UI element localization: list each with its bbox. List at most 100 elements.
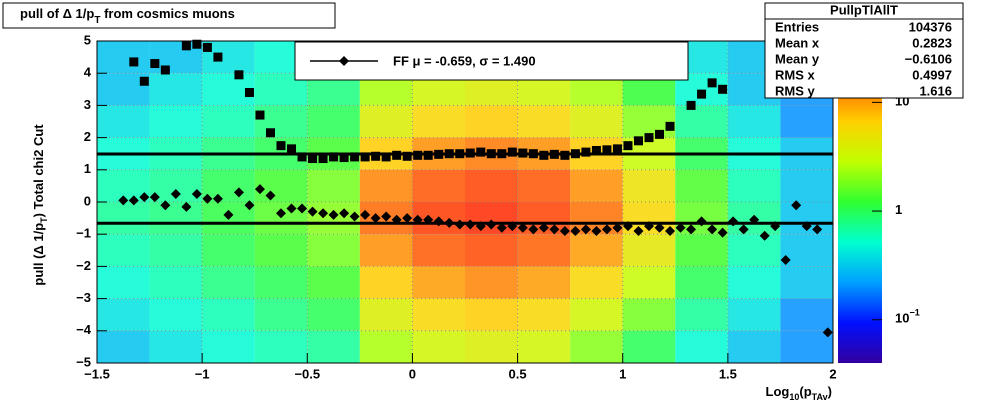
square-marker xyxy=(697,89,707,99)
heat-cell xyxy=(517,330,571,363)
heat-cell xyxy=(254,266,308,299)
heat-cell xyxy=(622,169,676,202)
diamond-marker xyxy=(475,221,486,232)
heat-cell xyxy=(517,298,571,331)
heat-cell xyxy=(465,169,518,202)
z-tick-label: 10−1 xyxy=(895,308,920,326)
diamond-marker xyxy=(191,188,202,199)
y-tick-label: −2 xyxy=(76,258,91,273)
title-text: from cosmics muons xyxy=(100,6,234,21)
diamond-marker xyxy=(381,211,392,222)
heat-cell xyxy=(97,41,150,74)
square-marker xyxy=(528,149,538,159)
title-sub: T xyxy=(94,15,100,26)
heat-cell xyxy=(254,298,308,331)
diamond-marker xyxy=(444,217,455,228)
diamond-marker xyxy=(139,192,150,203)
square-marker xyxy=(392,150,402,160)
diamond-marker xyxy=(360,209,371,220)
stats-value: 104376 xyxy=(909,19,952,34)
heat-cell xyxy=(307,266,360,299)
square-marker xyxy=(329,152,339,162)
heat-cell xyxy=(307,298,360,331)
stats-label: RMS y xyxy=(775,83,816,98)
square-marker xyxy=(560,150,570,160)
square-marker xyxy=(444,149,454,159)
label-text: ) xyxy=(828,384,832,399)
diamond-marker xyxy=(297,203,308,214)
heat-cell xyxy=(149,73,203,106)
heat-cell xyxy=(412,266,465,299)
heat-cell xyxy=(465,234,518,267)
diamond-marker xyxy=(559,225,570,236)
heat-cell xyxy=(675,266,728,299)
heat-cell xyxy=(727,169,781,202)
y-axis-label: pull (Δ 1/pT) Total chi2 Cut xyxy=(31,124,49,286)
heat-cell xyxy=(570,298,623,331)
diamond-marker xyxy=(339,208,350,219)
y-tick-label: −4 xyxy=(76,322,92,337)
heat-cell xyxy=(97,202,150,235)
diamond-marker xyxy=(517,222,528,233)
heat-cell xyxy=(517,234,571,267)
label-sub: TAv xyxy=(812,392,828,402)
heat-cell xyxy=(465,266,518,299)
heat-cell xyxy=(727,105,781,138)
heat-cell xyxy=(359,330,413,363)
stats-value: 0.4997 xyxy=(912,67,952,82)
diamond-marker xyxy=(149,192,160,203)
y-tick-label: 3 xyxy=(84,97,91,112)
heat-cell xyxy=(149,234,203,267)
square-marker xyxy=(276,141,286,151)
square-marker xyxy=(455,149,465,159)
diamond-marker xyxy=(128,195,139,206)
diamond-marker xyxy=(244,200,255,211)
heat-cell xyxy=(727,298,781,331)
diamond-marker xyxy=(780,254,791,265)
markers xyxy=(97,39,833,338)
heat-cell xyxy=(202,266,255,299)
square-marker xyxy=(465,148,475,158)
heat-cell xyxy=(307,105,360,138)
heat-cell xyxy=(622,105,676,138)
heat-cell xyxy=(149,202,203,235)
heat-cell xyxy=(517,169,571,202)
heat-cell xyxy=(254,169,308,202)
heat-cell xyxy=(359,234,413,267)
heat-cell xyxy=(307,169,360,202)
square-marker xyxy=(297,152,307,162)
heat-cell xyxy=(622,266,676,299)
label-sub: 10 xyxy=(789,392,799,402)
label-text: Log xyxy=(766,384,790,399)
square-marker xyxy=(160,65,170,75)
heat-cell xyxy=(202,234,255,267)
heat-cell xyxy=(570,169,623,202)
y-tick-label: 2 xyxy=(84,129,91,144)
x-tick-label: 1.5 xyxy=(719,366,737,381)
square-marker xyxy=(549,149,559,159)
chart-title: pull of Δ 1/pT from cosmics muons xyxy=(20,6,235,25)
stats-rows: Entries 104376 Mean x 0.2823 Mean y −0.6106 RM… xyxy=(775,19,952,98)
heat-cell xyxy=(780,105,833,138)
x-tick-label: 0 xyxy=(409,366,416,381)
x-axis-label: Log10(pTAv) xyxy=(766,384,832,402)
heat-cell xyxy=(97,330,150,363)
diamond-marker xyxy=(601,224,612,235)
z-tick-label: 1 xyxy=(895,202,902,217)
heat-cell xyxy=(307,234,360,267)
stats-label: Mean x xyxy=(775,35,820,50)
heat-cell xyxy=(97,105,150,138)
x-tick-label: 2 xyxy=(829,366,836,381)
square-marker xyxy=(507,147,517,157)
diamond-marker xyxy=(286,203,297,214)
heat-cell xyxy=(570,330,623,363)
diamond-marker xyxy=(318,208,329,219)
diamond-marker xyxy=(665,225,676,236)
square-marker xyxy=(202,42,212,52)
diamond-marker xyxy=(686,224,697,235)
y-tick-label: −5 xyxy=(76,354,91,369)
heat-cell xyxy=(465,330,518,363)
stats-value: 0.2823 xyxy=(912,35,952,50)
heat-cell xyxy=(727,266,781,299)
axes: −1.5 −1 −0.5 0 0.5 1 1.5 2−5−4−3−2−101234510−11… xyxy=(76,32,920,381)
